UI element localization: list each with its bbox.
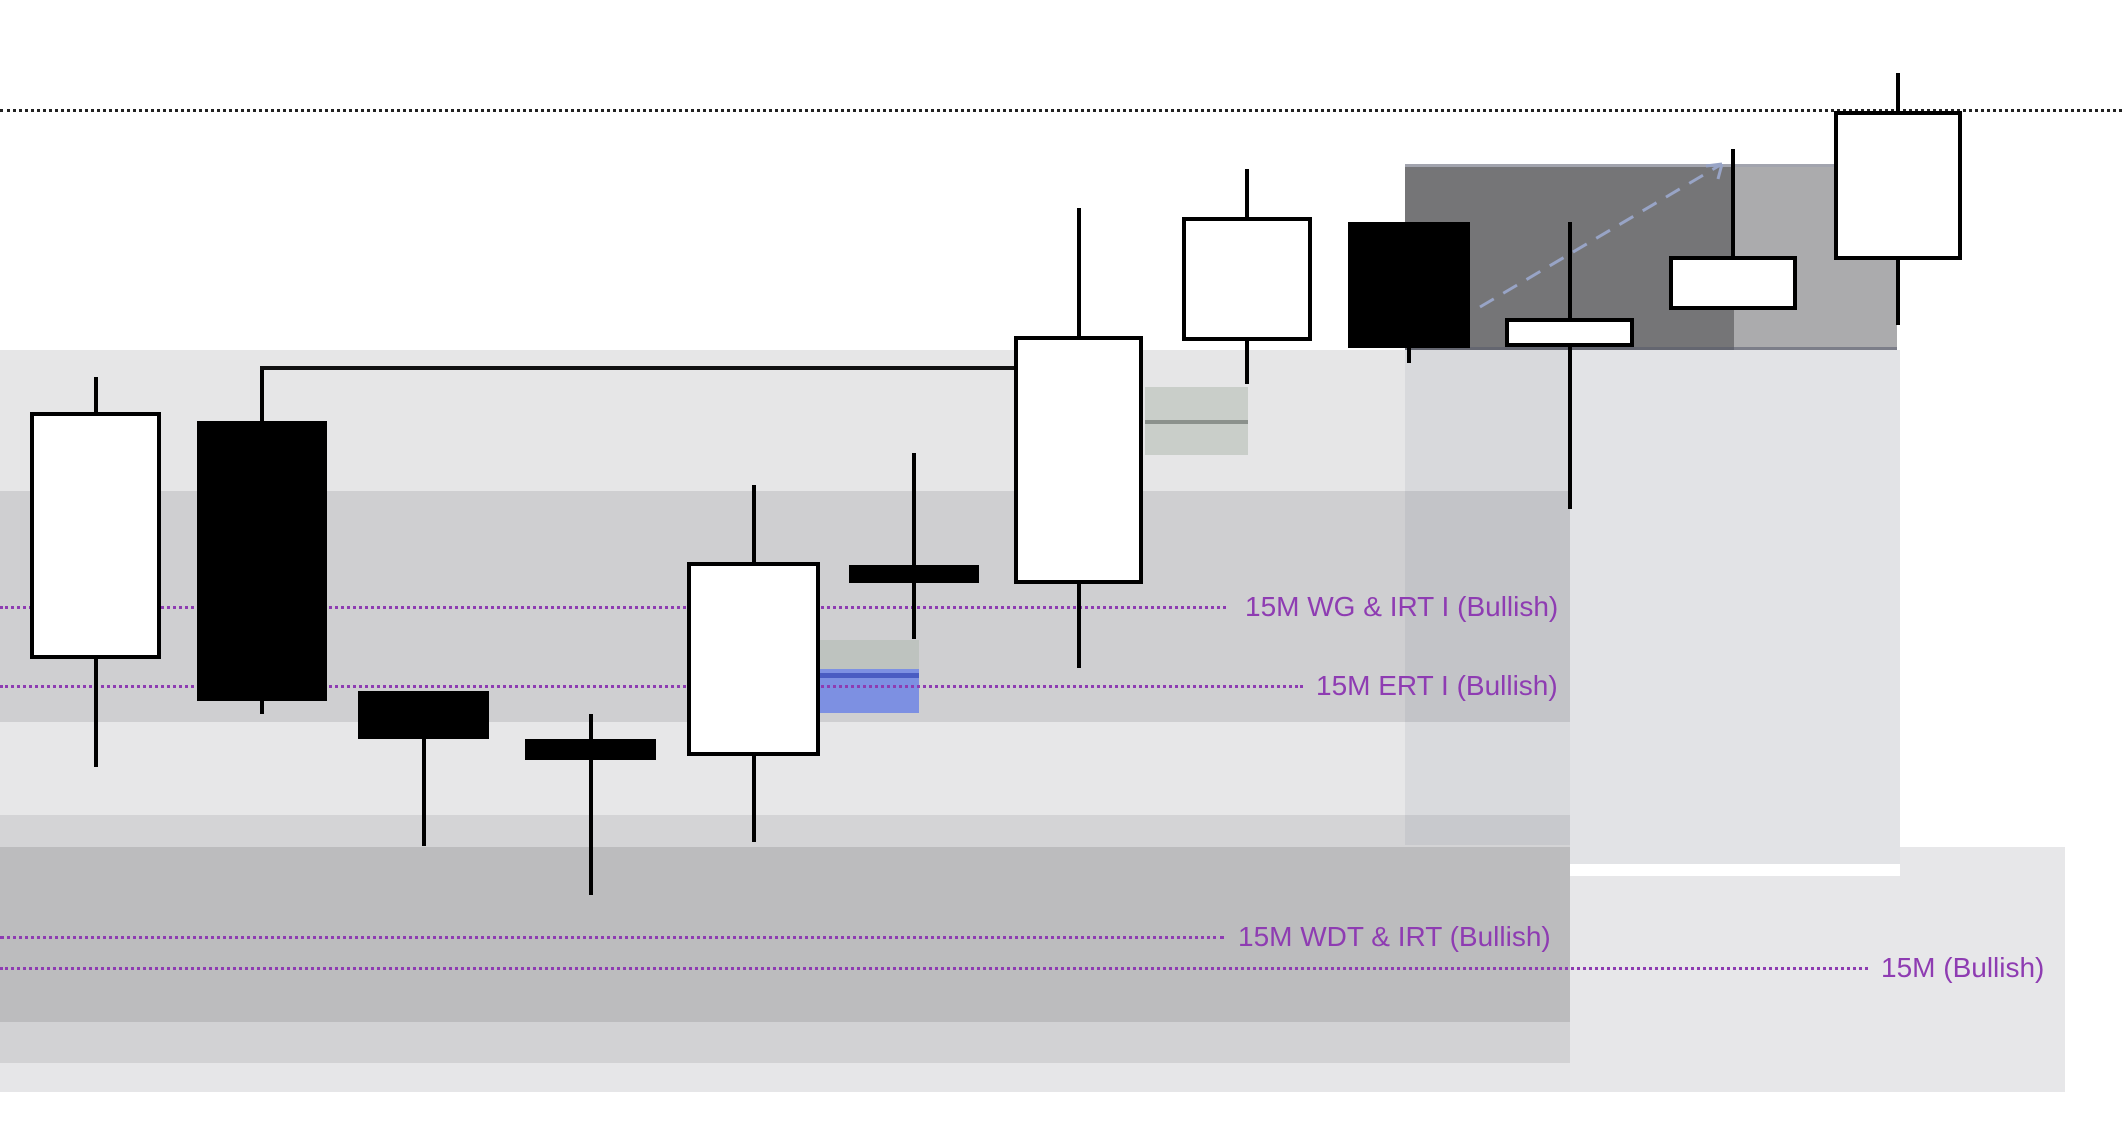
background-band-3 [0,815,1570,847]
level-label-3[interactable]: 15M (Bullish) [1881,952,2045,983]
sage-zone-lower[interactable] [818,640,919,669]
level-line-2[interactable] [0,936,1224,939]
candle-4-body-bearish [525,739,656,760]
candle-10-body-bullish [1505,318,1634,347]
candle-1-body-bullish [30,412,161,659]
candle-6-body-bearish [849,565,979,583]
level-line-3[interactable] [0,967,1868,970]
column-overlay [1405,350,1570,845]
candle-8-lower-wick [1245,341,1249,384]
right-column-panel [1570,350,1900,864]
candle-7-body-bullish [1014,336,1143,584]
candle-5-body-bullish [687,562,820,756]
background-band-6 [0,1063,1570,1092]
candle-6-upper-wick [912,453,916,565]
blue-zone-line [818,673,919,678]
candle-5-lower-wick [752,756,756,842]
level-line-0[interactable] [0,606,1226,609]
candle-1-lower-wick [94,659,98,767]
top-dotted-level-line[interactable] [0,109,2122,112]
candle-10-upper-wick [1568,222,1572,318]
supply-box-bottom-border [1405,347,1897,350]
candle-5-upper-wick [752,485,756,562]
candle-12-body-bullish [1834,111,1962,260]
candle-9-lower-wick [1407,348,1411,363]
candle-3-body-bearish [358,691,489,739]
candle-6-lower-wick [912,583,916,639]
candle-7-upper-wick [1077,208,1081,336]
candle-10-lower-wick [1568,347,1572,509]
candle-1-upper-wick [94,377,98,412]
candle-9-body-bearish [1348,222,1470,348]
candle-11-upper-wick [1731,149,1735,256]
candle-12-upper-wick [1896,73,1900,111]
level-line-1[interactable] [0,685,1303,688]
candle-2-lower-wick [260,701,264,714]
candle-7-lower-wick [1077,584,1081,668]
level-label-1[interactable]: 15M ERT I (Bullish) [1316,670,1558,701]
supply-box-top-border [1405,164,1897,167]
background-band-4 [0,847,1570,1022]
bottom-right-box-extension [1900,847,2065,1092]
sage-zone-upper-line [1145,420,1248,424]
background-band-5 [0,1022,1570,1063]
candle-11-body-bullish [1669,256,1797,310]
candle-12-lower-wick [1896,260,1900,325]
candle-8-body-bullish [1182,217,1312,341]
candle-2-upper-wick [260,370,264,421]
candle-4-upper-wick [589,714,593,739]
candle-3-lower-wick [422,739,426,846]
candle-4-lower-wick [589,760,593,895]
trend-arrow-drawing[interactable] [1468,152,1734,319]
breakout-level-line[interactable] [260,366,1016,370]
candle-8-upper-wick [1245,169,1249,217]
level-label-2[interactable]: 15M WDT & IRT (Bullish) [1238,921,1551,952]
level-label-0[interactable]: 15M WG & IRT I (Bullish) [1245,591,1559,622]
candle-2-body-bearish [197,421,327,701]
